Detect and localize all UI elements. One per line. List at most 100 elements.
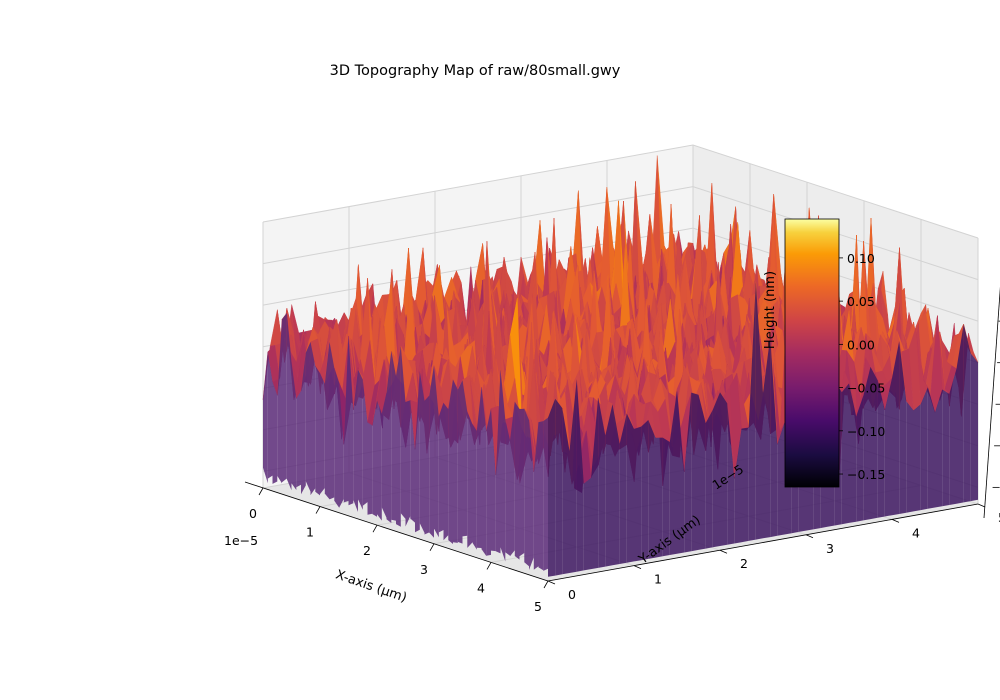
surface-wall-front [476,387,482,548]
surface-wall-front [438,402,444,533]
surface-wall-side [612,404,620,566]
surface-wall-side [935,389,943,508]
surface-wall-side [662,437,670,557]
x-tick-label: 5 [534,599,542,614]
surface-wall-side [949,368,957,505]
y-tick [891,519,900,523]
surface-wall-front [315,365,320,496]
surface-wall-front [448,379,453,544]
surface-wall-side [734,428,742,544]
surface-wall-side [877,380,885,518]
surface-wall-front [348,336,354,506]
surface-wall-front [429,365,434,538]
surface-wall-side [899,341,907,514]
surface-wall-side [841,383,849,525]
surface-wall-side [605,404,613,567]
surface-wall-side [856,396,864,522]
surface-wall-front [529,420,534,570]
surface-wall-front [400,346,406,519]
surface-wall-front [462,380,468,537]
y-tick-label: 0 [568,587,576,602]
surface-wall-side [598,397,606,568]
surface-wall-front [519,408,525,557]
surface-wall-front [391,351,396,521]
surface-wall-front [533,422,539,570]
surface-wall-front [424,395,430,535]
surface-wall-front [514,401,520,560]
surface-wall-side [669,390,677,555]
surface-wall-front [263,351,268,484]
surface-wall-front [467,411,472,548]
surface-wall-front [272,381,278,484]
surface-wall-front [301,352,306,495]
surface-wall-front [286,313,292,491]
colorbar-tick-label: 0.10 [847,251,875,266]
surface-wall-side [892,341,900,516]
surface-wall-front [481,387,487,556]
surface-wall-front [353,369,358,512]
y-axis-line [547,503,979,582]
y-tick [719,549,728,554]
surface-wall-front [405,400,411,527]
surface-wall-side [770,336,778,538]
y-tick [977,503,986,508]
surface-wall-side [763,336,771,539]
surface-wall-front [362,379,368,506]
grid-line-z [262,144,979,239]
surface-wall-front [305,342,311,492]
surface-wall-side [942,389,950,507]
surface-wall-side [920,387,928,511]
surface-wall-side [641,420,649,561]
y-tick-label: 4 [912,525,920,540]
surface-wall-front [510,401,515,557]
x-tick-label: 2 [363,543,371,558]
surface-wall-side [698,394,706,550]
y-tick [805,534,814,539]
surface-wall-side [619,413,627,564]
surface-wall-front [505,419,510,556]
surface-wall-side [870,366,878,520]
surface-wall-front [410,400,415,523]
x-tick [258,487,264,496]
colorbar-tick-label: −0.15 [847,467,885,482]
y-tick-label: 2 [740,556,748,571]
surface-wall-front [267,351,273,479]
surface-wall-front [291,362,297,490]
x-tick-label: 0 [249,506,257,521]
surface-wall-side [727,403,735,545]
surface-wall-side [956,324,964,504]
surface-wall-front [491,408,496,552]
surface-wall-side [626,413,634,563]
surface-wall-side [555,398,563,576]
colorbar-tick-label: −0.10 [847,424,885,439]
y-tick [633,565,642,569]
surface-wall-front [277,319,282,484]
surface-wall-front [339,382,344,508]
surface-wall-side [963,324,971,503]
surface-wall-side [655,437,663,558]
x-axis-line [244,481,549,582]
surface-wall-side [849,383,857,523]
colorbar: −0.15 −0.10 −0.05 0.00 0.05 0.10 [784,218,885,488]
surface-wall-front [324,341,330,500]
surface-wall-front [377,400,382,521]
surface-wall-side [591,397,599,570]
surface-wall-front [396,346,401,527]
surface-wall-front [486,408,491,556]
surface-wall-side [748,281,756,541]
surface-wall-front [524,408,529,567]
surface-wall-side [720,392,728,546]
surface-wall-front [358,369,363,510]
surface-wall-side [569,379,577,573]
x-axis-offset-label: 1e−5 [224,533,258,548]
surface-wall-front [472,423,477,550]
surface-wall-front [334,368,339,508]
y-tick-label: 1 [654,572,662,587]
surface-wall-front [329,341,335,500]
surface-wall-side [741,427,749,543]
surface-wall-front [543,417,548,571]
y-tick [547,580,556,585]
y-tick-label: 3 [826,541,834,556]
surface-wall-front [495,369,501,554]
